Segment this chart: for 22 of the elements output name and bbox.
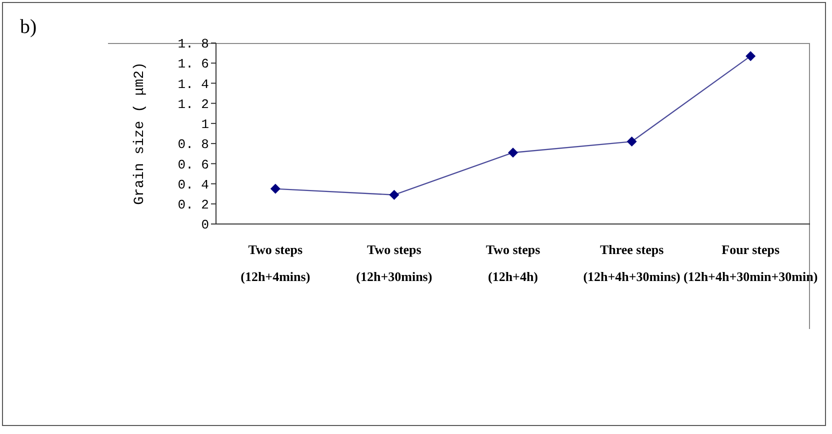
x-tick-label: Three steps (12h+4h+30mins) [583,242,680,284]
text: b) [20,16,37,39]
y-tick-label: 0. 8 [178,137,209,152]
point [746,51,756,62]
x-tick-label: Two steps (12h+4h) [486,242,540,284]
point [626,136,637,147]
y-tick-label: 0. 2 [178,198,209,213]
y-tick-label: 1. 6 [178,56,209,72]
point [389,190,400,200]
x-tick-label: Two steps (12h+30mins) [356,242,432,284]
y-tick-label: 1 [201,117,210,132]
y-tick-label: 1. 2 [178,96,209,112]
x-tick-label: Four steps (12h+4h+30min+30min) [684,242,818,284]
point [270,184,280,194]
y-tick-label: 0. 4 [178,177,210,192]
x-tick-label: Two steps (12h+4mins) [240,242,310,284]
y-tick-label: 0 [201,218,209,233]
y-tick-label: 1. 4 [178,76,210,92]
point [508,148,518,158]
y-tick-label: 0. 6 [178,157,209,172]
y-tick-label: 1. 8 [178,36,209,52]
y-axis-title: Grain size ( μm2) [132,62,148,205]
